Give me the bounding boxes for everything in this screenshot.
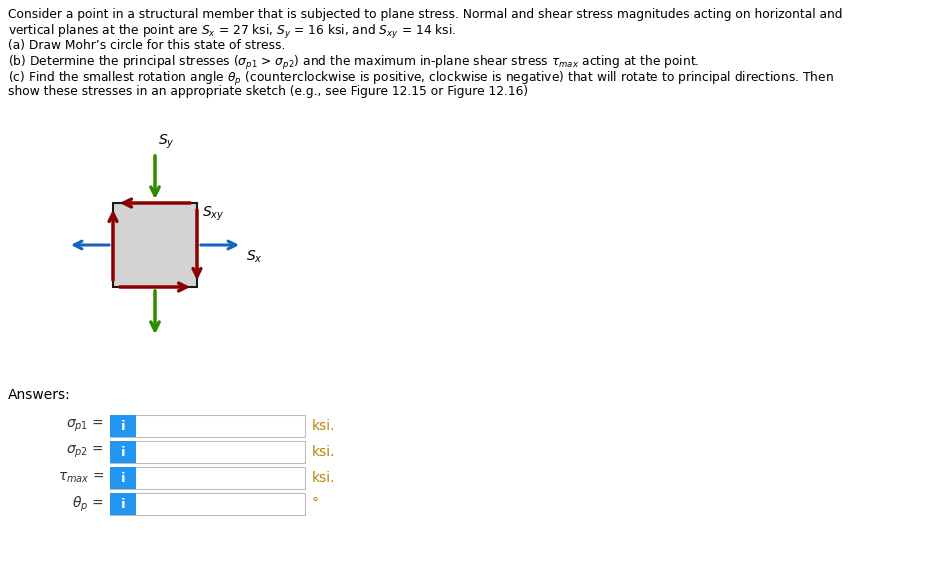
Text: ksi.: ksi. bbox=[312, 419, 336, 433]
Bar bbox=[110, 441, 136, 463]
Text: ksi.: ksi. bbox=[312, 471, 336, 485]
Text: $\tau_{max}$ =: $\tau_{max}$ = bbox=[58, 471, 104, 485]
FancyBboxPatch shape bbox=[110, 467, 305, 489]
FancyBboxPatch shape bbox=[110, 415, 305, 437]
Text: vertical planes at the point are $S_x$ = 27 ksi, $S_y$ = 16 ksi, and $S_{xy}$ = : vertical planes at the point are $S_x$ =… bbox=[8, 23, 456, 41]
Bar bbox=[110, 493, 136, 515]
Text: i: i bbox=[121, 471, 125, 485]
Text: $S_x$: $S_x$ bbox=[246, 249, 263, 265]
Text: (a) Draw Mohr’s circle for this state of stress.: (a) Draw Mohr’s circle for this state of… bbox=[8, 39, 286, 52]
FancyBboxPatch shape bbox=[110, 493, 305, 515]
FancyBboxPatch shape bbox=[110, 441, 305, 463]
Bar bbox=[110, 467, 136, 489]
Text: Answers:: Answers: bbox=[8, 388, 71, 402]
Text: i: i bbox=[121, 420, 125, 432]
Bar bbox=[113, 203, 197, 287]
Text: ksi.: ksi. bbox=[312, 445, 336, 459]
Text: $S_y$: $S_y$ bbox=[158, 133, 175, 151]
Text: °: ° bbox=[312, 497, 319, 511]
Bar bbox=[110, 415, 136, 437]
Text: (b) Determine the principal stresses ($\sigma_{p1}$ > $\sigma_{p2}$) and the max: (b) Determine the principal stresses ($\… bbox=[8, 55, 699, 73]
Text: Consider a point in a structural member that is subjected to plane stress. Norma: Consider a point in a structural member … bbox=[8, 8, 843, 21]
Text: (c) Find the smallest rotation angle $\theta_p$ (counterclockwise is positive, c: (c) Find the smallest rotation angle $\t… bbox=[8, 70, 834, 88]
Text: i: i bbox=[121, 498, 125, 511]
Text: $\theta_p$ =: $\theta_p$ = bbox=[72, 494, 104, 513]
Text: $S_{xy}$: $S_{xy}$ bbox=[202, 205, 224, 223]
Text: $\sigma_{p1}$ =: $\sigma_{p1}$ = bbox=[65, 418, 104, 434]
Text: $\sigma_{p2}$ =: $\sigma_{p2}$ = bbox=[65, 444, 104, 460]
Text: show these stresses in an appropriate sketch (e.g., see Figure 12.15 or Figure 1: show these stresses in an appropriate sk… bbox=[8, 86, 529, 98]
Text: i: i bbox=[121, 445, 125, 458]
